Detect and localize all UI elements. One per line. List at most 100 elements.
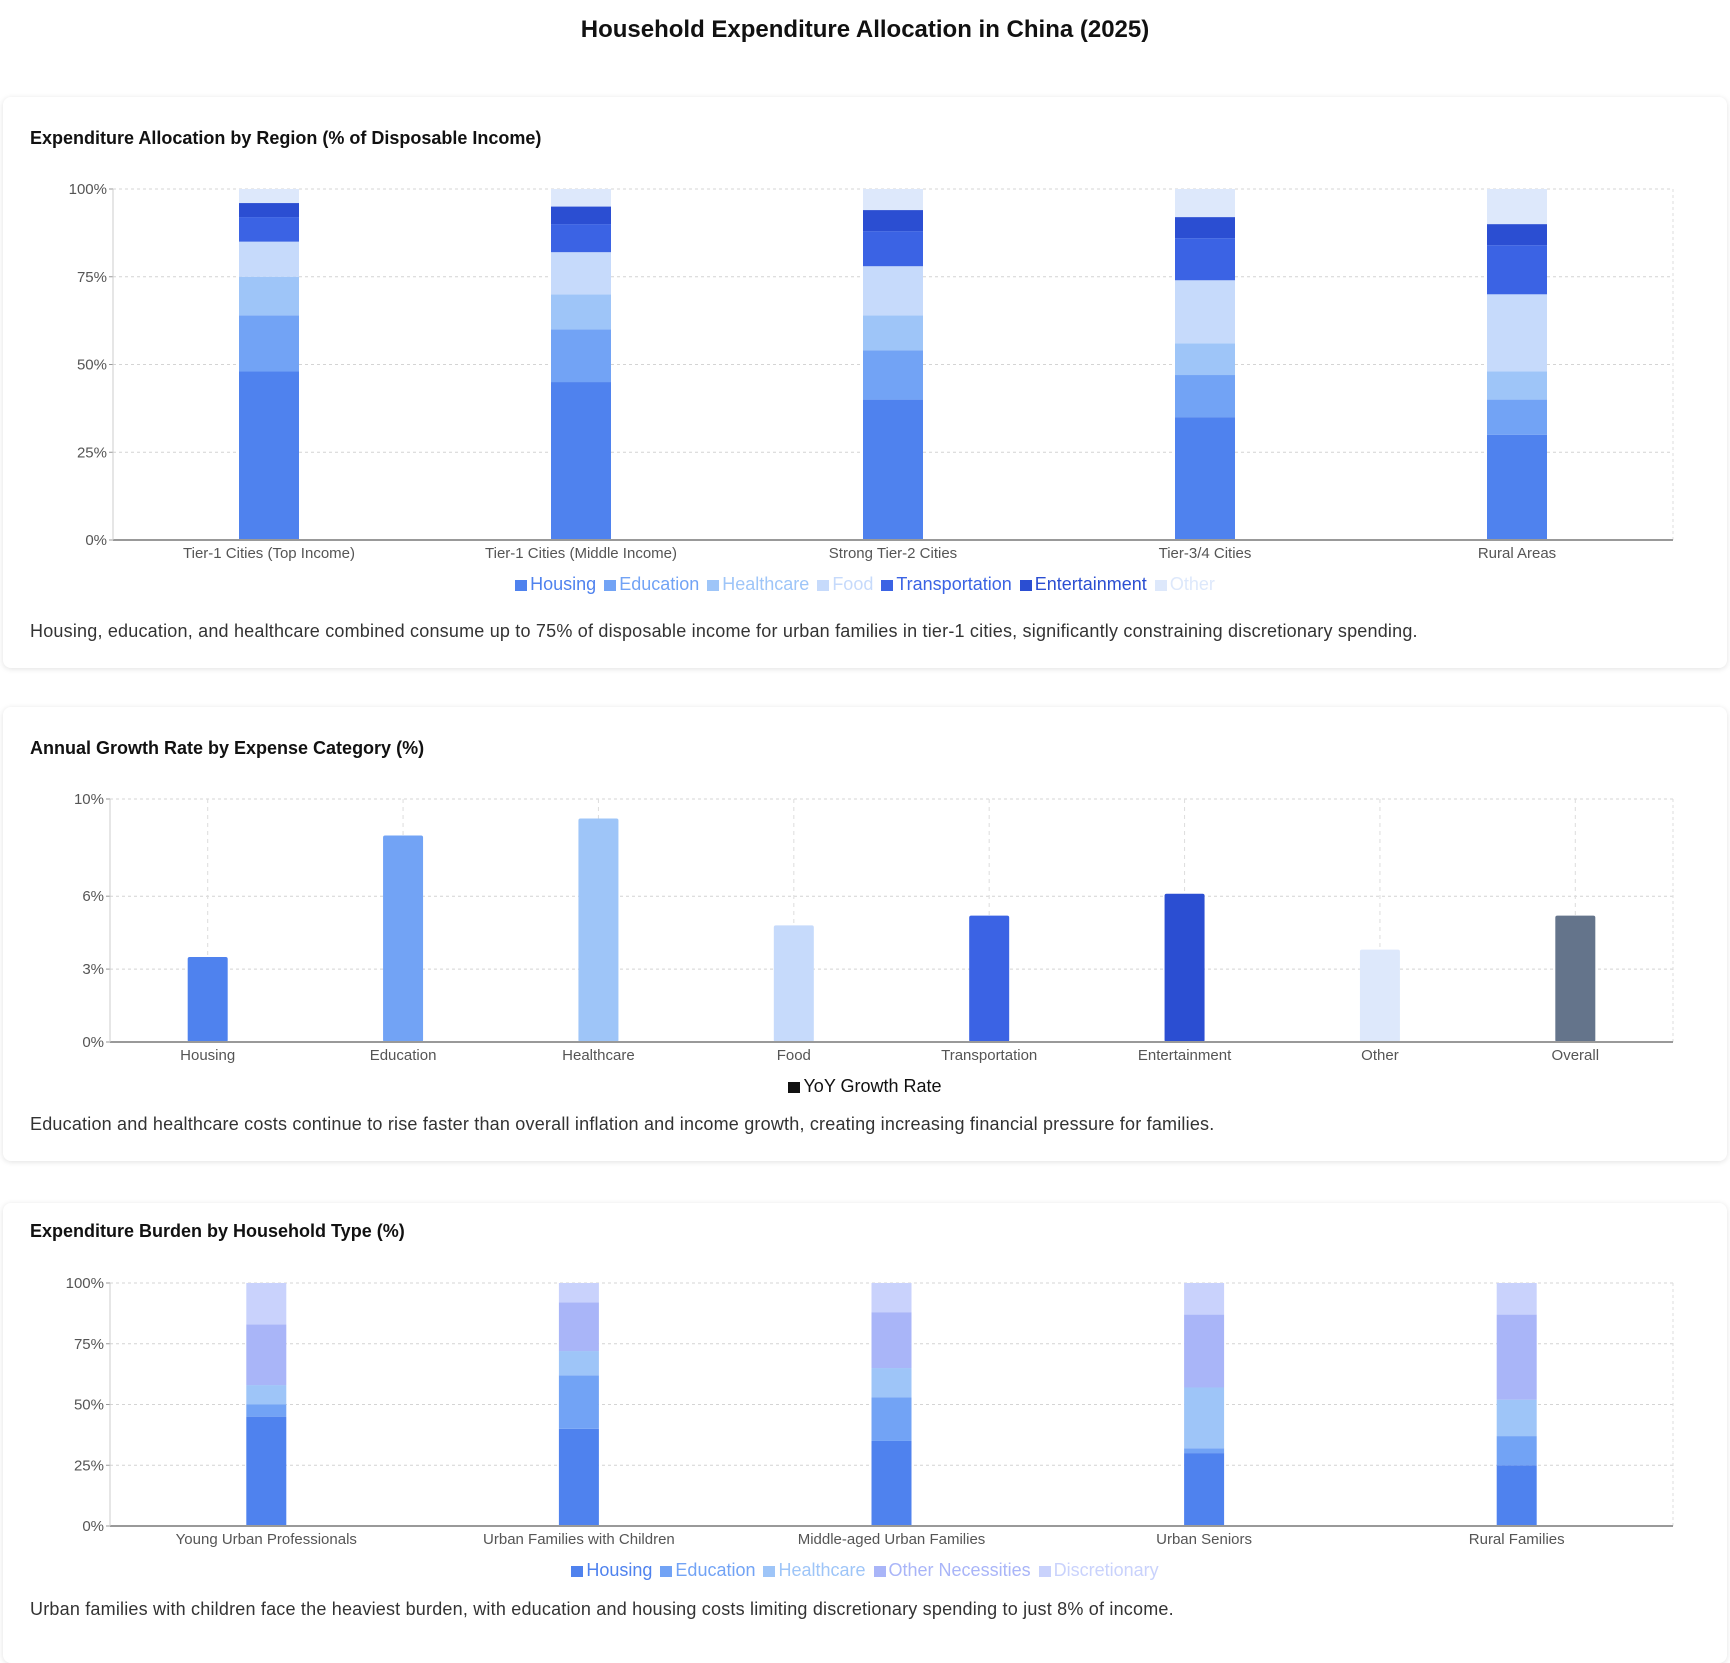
y-tick-label: 75% [77, 269, 107, 286]
bar-yoy-growth-rate [578, 818, 619, 1042]
legend-swatch [571, 1566, 584, 1577]
chart-title: Expenditure Allocation by Region (% of D… [30, 128, 542, 148]
bar-housing [1184, 1453, 1225, 1526]
bar-transportation [239, 217, 299, 242]
bar-yoy-growth-rate [773, 925, 814, 1042]
legend-swatch [660, 1566, 673, 1577]
legend-swatch [788, 1082, 801, 1093]
bar-entertainment [551, 206, 611, 225]
y-tick-label: 0% [82, 1518, 104, 1535]
growth-rate-chart: 0% 3% 6% 10% Housing Education Healthcare Food T… [74, 791, 1674, 1064]
bar-healthcare [551, 294, 611, 330]
legend-label: Other Necessities [888, 1560, 1031, 1580]
bar-healthcare [558, 1351, 599, 1376]
bar-other [863, 189, 923, 211]
bar-housing [239, 371, 299, 540]
bar-transportation [551, 224, 611, 253]
x-tick-label: Urban Seniors [1156, 1531, 1252, 1548]
chart-legend: Housing Education Healthcare Other Necessit… [3, 1560, 1727, 1581]
legend-label: YoY Growth Rate [803, 1076, 942, 1096]
bar-education [239, 315, 299, 372]
legend-item[interactable]: Education [660, 1560, 755, 1581]
bar-yoy-growth-rate [1555, 915, 1596, 1042]
y-tick-label: 10% [74, 791, 104, 808]
bar-discretionary [871, 1283, 912, 1313]
bar-education [1496, 1436, 1537, 1466]
y-tick-label: 75% [74, 1336, 104, 1353]
y-tick-label: 100% [66, 1275, 104, 1292]
bar-housing [863, 399, 923, 540]
y-tick-label: 6% [82, 888, 104, 905]
legend-swatch [1154, 580, 1167, 591]
y-tick-label: 50% [77, 357, 107, 374]
chart-note: Housing, education, and healthcare combi… [30, 621, 1418, 641]
bar-food [239, 241, 299, 277]
legend-swatch [1038, 1566, 1051, 1577]
bar-food [1487, 294, 1547, 372]
legend-label: Education [675, 1560, 756, 1580]
x-tick-label: Rural Areas [1478, 545, 1556, 562]
bar-housing [1175, 417, 1235, 540]
bar-housing [1487, 434, 1547, 540]
x-tick-label: Healthcare [562, 1047, 635, 1064]
bar-other-necessities [1184, 1314, 1225, 1388]
x-tick-label: Strong Tier-2 Cities [829, 545, 957, 562]
y-tick-label: 25% [77, 444, 107, 461]
bar-housing [551, 382, 611, 540]
legend-item[interactable]: YoY Growth Rate [788, 1076, 942, 1097]
bar-healthcare [1184, 1387, 1225, 1449]
legend-item[interactable]: Education [604, 574, 699, 595]
bar-healthcare [871, 1368, 912, 1398]
legend-item[interactable]: Housing [515, 574, 596, 595]
chart-legend: Housing Education Healthcare Food Transporta… [3, 574, 1727, 595]
bar-yoy-growth-rate [1359, 949, 1400, 1042]
bar-education [246, 1404, 287, 1417]
bar-other [239, 189, 299, 204]
bar-discretionary [246, 1283, 287, 1325]
bar-discretionary [1184, 1283, 1225, 1315]
bar-discretionary [1496, 1283, 1537, 1315]
x-tick-label: Housing [180, 1047, 235, 1064]
bar-yoy-growth-rate [187, 956, 228, 1042]
bar-food [551, 252, 611, 295]
bar-other-necessities [246, 1324, 287, 1386]
legend-swatch [604, 580, 617, 591]
legend-swatch [873, 1566, 886, 1577]
legend-label: Discretionary [1053, 1560, 1159, 1580]
bar-healthcare [1487, 371, 1547, 400]
legend-item[interactable]: Housing [571, 1560, 652, 1581]
bar-education [551, 329, 611, 383]
bar-education [1175, 375, 1235, 418]
chart-note: Education and healthcare costs continue … [30, 1114, 1215, 1134]
bar-food [863, 266, 923, 316]
bar-food [1175, 280, 1235, 344]
bar-housing [1496, 1465, 1537, 1526]
bar-education [1184, 1448, 1225, 1454]
legend-item[interactable]: Entertainment [1019, 574, 1147, 595]
bar-entertainment [1175, 217, 1235, 239]
legend-item[interactable]: Healthcare [707, 574, 809, 595]
chart-title: Annual Growth Rate by Expense Category (… [30, 738, 425, 758]
chart-legend: YoY Growth Rate [3, 1076, 1727, 1097]
household-burden-card: Expenditure Burden by Household Type (%)… [3, 1203, 1727, 1663]
legend-item[interactable]: Healthcare [763, 1560, 866, 1581]
legend-item[interactable]: Other Necessities [873, 1560, 1031, 1581]
legend-item[interactable]: Transportation [881, 574, 1012, 595]
y-tick-label: 0% [82, 1034, 104, 1051]
bar-yoy-growth-rate [969, 915, 1010, 1042]
legend-label: Education [619, 574, 700, 594]
x-tick-label: Middle-aged Urban Families [798, 1531, 986, 1548]
legend-swatch [881, 580, 894, 591]
legend-swatch [515, 580, 528, 591]
legend-item[interactable]: Discretionary [1038, 1560, 1159, 1581]
bar-entertainment [863, 210, 923, 232]
region-allocation-chart: 0% 25% 50% 75% 100% Tier-1 Cities (Top Income… [69, 181, 1674, 562]
bar-other [1487, 189, 1547, 225]
legend-label: Entertainment [1034, 574, 1147, 594]
legend-item[interactable]: Food [817, 574, 873, 595]
bar-education [558, 1375, 599, 1429]
legend-item[interactable]: Other [1154, 574, 1215, 595]
bar-entertainment [239, 203, 299, 218]
x-tick-label: Tier-1 Cities (Middle Income) [485, 545, 677, 562]
x-tick-label: Transportation [941, 1047, 1037, 1064]
